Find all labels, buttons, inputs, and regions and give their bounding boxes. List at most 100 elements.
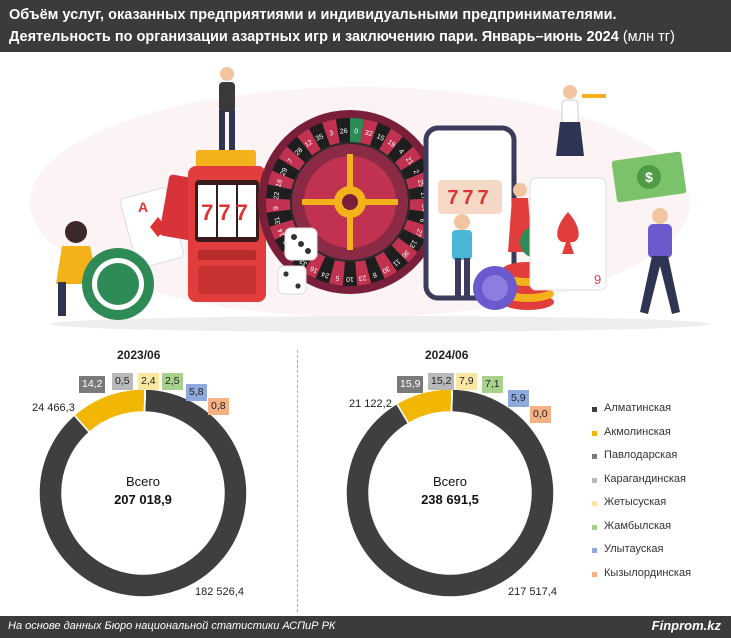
money-bill-icon: $ [611, 151, 687, 203]
center-label: Всего [125, 474, 161, 489]
data-label-1-5: 7,1 [482, 376, 503, 393]
donut-center-0: Всего 207 018,9 [83, 474, 203, 507]
roulette-number: 29 [279, 167, 289, 177]
roulette-number: 32 [364, 130, 373, 139]
roulette-slot [391, 237, 418, 263]
title-line-1: Объём услуг, оказанных предприятиями и и… [9, 7, 617, 23]
roulette-number: 7 [287, 158, 295, 165]
roulette-slot [350, 118, 365, 143]
roulette-number: 36 [400, 248, 410, 259]
roulette-slot [383, 245, 409, 272]
roulette-number: 11 [391, 257, 401, 267]
legend-swatch [592, 524, 597, 530]
person-cheering-icon [452, 214, 472, 300]
center-total: 207 018,9 [114, 492, 172, 507]
roulette-number: 6 [418, 218, 426, 223]
roulette-number: 17 [419, 191, 427, 200]
person-waiter-icon [556, 85, 606, 156]
roulette-number: 2 [412, 169, 420, 176]
roulette-slot [401, 157, 428, 180]
roulette-number: 3 [329, 130, 335, 138]
person-holding-money-icon [640, 208, 680, 314]
center-total: 238 691,5 [421, 492, 479, 507]
phone-symbols: 777 [447, 187, 492, 209]
roulette-number: 13 [408, 238, 418, 248]
svg-text:$: $ [645, 169, 653, 185]
roulette-number: 5 [335, 274, 340, 282]
roulette-number: 34 [420, 204, 427, 212]
legend-swatch [592, 407, 597, 412]
roulette-number: 28 [294, 147, 305, 158]
roulette-slot [266, 184, 292, 200]
roulette-slot [286, 136, 313, 163]
roulette-number: 0 [354, 128, 359, 135]
roulette-slot [266, 198, 291, 213]
roulette-slot [365, 256, 385, 284]
legend-swatch [592, 501, 597, 506]
data-label-1-2: 15,9 [397, 376, 424, 393]
title-unit: (млн тг) [622, 29, 675, 45]
legend-label: Акмолинская [604, 425, 671, 438]
data-label-0-1: 24 466,3 [32, 402, 75, 414]
roulette-number: 19 [386, 139, 396, 149]
donut-slice-0-1 [73, 388, 146, 434]
roulette-number: 22 [273, 191, 281, 200]
legend-swatch [592, 571, 597, 577]
roulette-number: 25 [416, 179, 425, 189]
legend-swatch [592, 430, 597, 436]
slot-machine-icon: 777 [188, 150, 266, 302]
data-label-1-3: 15,2 [428, 373, 455, 390]
data-label-0-3: 0,5 [112, 373, 133, 390]
data-label-0-4: 2,4 [138, 373, 159, 390]
poker-chip-icon [82, 248, 154, 320]
roulette-number: 24 [321, 270, 331, 279]
roulette-number: 18 [275, 179, 284, 189]
roulette-number: 33 [299, 257, 310, 267]
roulette-slot [322, 119, 340, 146]
donut-slice-1-1 [395, 388, 453, 425]
person-on-slot-icon [219, 67, 235, 150]
roulette-number: 14 [277, 227, 286, 237]
brand-logo: Finprom.kz [651, 618, 721, 633]
roulette-number: 35 [315, 133, 325, 143]
data-label-1-6: 5,9 [508, 390, 529, 407]
roulette-slot [395, 146, 422, 171]
playing-card-icon: 9 [529, 177, 607, 291]
data-label-1-1: 21 122,2 [349, 398, 392, 410]
data-label-1-7: 0,0 [530, 406, 551, 423]
card-rank-left: A [138, 199, 148, 215]
legend-swatch [592, 454, 597, 459]
legend-label: Карагандинская [604, 472, 686, 485]
legend-label: Кызылординская [604, 566, 692, 579]
data-label-1-4: 7,9 [456, 373, 477, 390]
title-line-2-text: Деятельность по организации азартных игр… [9, 29, 619, 45]
card-rank-right: 9 [594, 272, 601, 287]
data-label-1-0: 217 517,4 [508, 586, 557, 598]
roulette-number: 16 [309, 264, 319, 274]
slot-symbols: 777 [201, 200, 253, 225]
legend-label: Жетысуская [604, 496, 667, 508]
data-label-0-0: 182 526,4 [195, 586, 244, 598]
roulette-number: 31 [274, 216, 283, 225]
roulette-slot [369, 122, 391, 150]
data-label-0-2: 14,2 [79, 376, 106, 393]
floor-shadow [50, 316, 710, 332]
chart-divider [297, 350, 298, 612]
donut-slice-1-0 [345, 388, 555, 598]
roulette-number: 8 [371, 270, 377, 278]
roulette-number: 21 [404, 156, 414, 167]
roulette-number: 27 [413, 227, 422, 237]
legend-label: Жамбылская [604, 519, 672, 532]
legend-label: Алматинская [604, 402, 672, 414]
roulette-slot [278, 146, 305, 171]
roulette-slot [342, 261, 358, 286]
chart-title-1: 2024/06 [425, 348, 469, 362]
legend-swatch [592, 548, 597, 553]
roulette-slot [335, 118, 350, 143]
roulette-slot [272, 157, 299, 180]
header-bar: Объём услуг, оказанных предприятиями и и… [0, 0, 731, 52]
data-label-0-7: 0,8 [208, 398, 229, 415]
